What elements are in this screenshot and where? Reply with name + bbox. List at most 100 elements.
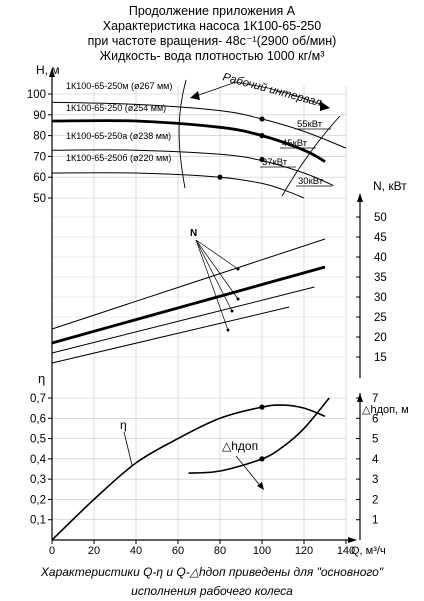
eff-curve [51, 404, 326, 541]
power-tick-label-1: 20 [374, 332, 387, 344]
x-tick-label-0: 0 [49, 545, 55, 557]
power-tick-label-2: 25 [374, 312, 387, 324]
interval-left-boundary [178, 79, 187, 189]
x-tick-label-6: 120 [295, 545, 313, 557]
power-curve-3 [51, 306, 290, 364]
power-tick-label-6: 45 [374, 232, 387, 244]
power-tick-label-5: 40 [374, 252, 387, 264]
eff-series-label: η [120, 418, 127, 432]
head-curve-0 [51, 101, 347, 149]
x-axis-arrow [348, 537, 357, 543]
head-curve-label-3: 1К100-65-250б (ø220 мм) [66, 153, 171, 163]
power-label-3: 30кВт [298, 176, 324, 187]
head-tick-label-1: 60 [33, 172, 46, 184]
head-curve-2 [51, 149, 334, 186]
power-leader-tip-0 [236, 267, 240, 271]
npsh-marker-0 [259, 456, 265, 462]
eff-axis-label: η [38, 371, 45, 386]
power-tick-label-4: 35 [374, 272, 387, 284]
head-tick-label-0: 50 [33, 193, 46, 205]
x-tick-label-3: 60 [172, 545, 184, 557]
npsh-tick-label-3: 4 [372, 454, 379, 466]
power-curve-2 [51, 286, 315, 354]
interval-arrow-line [195, 81, 327, 107]
header-line-1: Продолжение приложения А [128, 4, 296, 18]
head-marker-2 [259, 156, 265, 163]
power-tick-label-0: 15 [374, 352, 387, 364]
eff-tick-label-6: 0,7 [30, 393, 46, 405]
x-tick-label-1: 20 [88, 545, 100, 557]
curves [51, 79, 347, 541]
y-axis-power-arrow [357, 193, 363, 202]
eff-tick-label-5: 0,6 [30, 413, 46, 425]
x-tick-label-5: 100 [253, 545, 271, 557]
head-marker-3 [217, 174, 223, 180]
head-marker-0 [259, 116, 265, 122]
power-axis-label: N, кВт [373, 179, 407, 193]
caption-line-1: Характеристики Q-η и Q-△hдоп приведены д… [40, 565, 384, 579]
head-axis-label: Н, м [36, 63, 60, 77]
npsh-tick-label-6: 7 [372, 393, 378, 405]
eff-tick-label-0: 0,1 [30, 515, 46, 527]
interval-arrow-right [320, 101, 330, 111]
power-leader-tip-3 [226, 328, 230, 332]
head-curve-3 [51, 172, 305, 199]
npsh-axis-label: △hдоп, м [362, 404, 409, 416]
power-leader-tip-1 [236, 297, 240, 301]
x-tick-label-4: 80 [214, 545, 226, 557]
npsh-leader [235, 455, 263, 489]
eff-marker-0 [259, 404, 265, 410]
working-interval-label: Рабочий интервал [221, 71, 323, 109]
header-line-3: при частоте вращения- 48с⁻¹(2900 об/мин) [87, 34, 337, 48]
header-line-2: Характеристика насоса 1К100-65-250 [102, 19, 322, 33]
x-tick-label-7: 140 [337, 545, 355, 557]
power-leader-tip-2 [230, 309, 234, 313]
npsh-series-label: △hдоп [222, 439, 258, 453]
caption: Характеристики Q-η и Q-△hдоп приведены д… [0, 563, 424, 601]
grid [51, 86, 347, 540]
head-curve-label-1: 1К100-65-250 (ø254 мм) [66, 103, 166, 113]
head-marker-1 [259, 133, 265, 139]
eff-tick-label-2: 0,3 [30, 474, 46, 486]
power-label-0: 55кВт [297, 119, 323, 130]
head-curve-label-0: 1К100-65-250м (ø267 мм) [66, 81, 172, 91]
y-axis-left-arrow [49, 68, 55, 77]
eff-tick-label-4: 0,5 [30, 434, 46, 446]
head-tick-label-5: 100 [27, 89, 46, 101]
power-tick-label-3: 30 [374, 292, 387, 304]
npsh-tick-label-2: 3 [372, 474, 378, 486]
power-leader-3 [195, 239, 229, 331]
power-curve-0 [51, 238, 326, 330]
axes [48, 68, 363, 544]
power-curve-1 [51, 265, 326, 345]
npsh-curve [188, 397, 330, 474]
power-series-label: N [190, 228, 197, 239]
interval-arrow-left [190, 91, 200, 100]
power-label-2: 37кВт [262, 157, 288, 168]
head-tick-label-2: 70 [33, 151, 46, 163]
npsh-tick-label-1: 2 [372, 494, 378, 506]
power-leader-0 [195, 239, 239, 270]
interval-right-boundary [281, 115, 341, 197]
head-tick-label-3: 80 [33, 131, 46, 143]
head-curve-label-2: 1К100-65-250а (ø238 мм) [66, 131, 171, 141]
x-tick-label-2: 40 [130, 545, 142, 557]
npsh-tick-label-4: 5 [372, 434, 378, 446]
power-leader-1 [195, 239, 239, 300]
npsh-tick-label-0: 1 [372, 515, 378, 527]
power-tick-label-7: 50 [374, 212, 387, 224]
caption-line-2: исполнения рабочего колеса [131, 584, 293, 598]
eff-leader [123, 431, 133, 466]
power-label-1: 45кВт [282, 138, 308, 149]
head-curve-1 [51, 119, 326, 163]
eff-tick-label-1: 0,2 [30, 494, 46, 506]
x-axis-label: Q, м³/ч [351, 545, 386, 557]
npsh-tick-label-5: 6 [372, 413, 378, 425]
header-line-4: Жидкость- вода плотностью 1000 кг/м³ [99, 49, 325, 63]
npsh-leader-arrow [257, 482, 264, 490]
eff-tick-label-3: 0,4 [30, 454, 47, 466]
head-tick-label-4: 90 [33, 110, 46, 122]
power-leader-2 [195, 239, 233, 312]
